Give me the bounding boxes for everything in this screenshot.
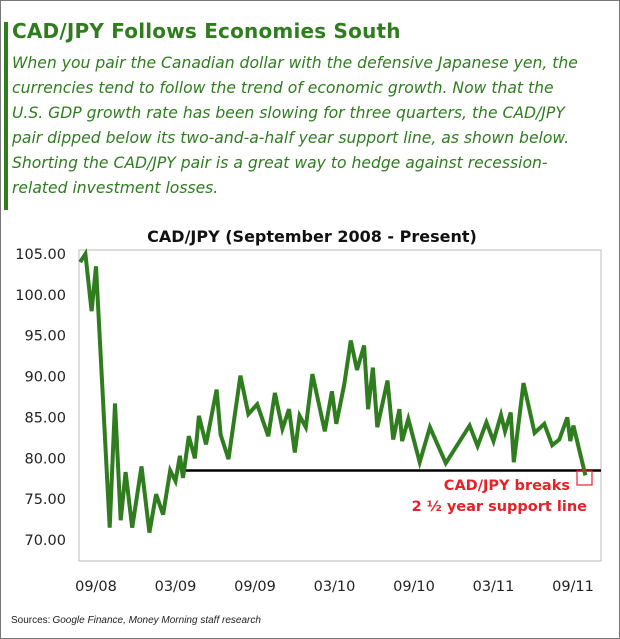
x-tick-label: 09/08 [75, 579, 117, 595]
y-tick-label: 70.00 [24, 533, 66, 549]
plot-frame [78, 249, 602, 562]
y-tick-label: 95.00 [24, 329, 66, 345]
sources-text: Google Finance, Money Morning staff rese… [52, 615, 261, 626]
y-tick-label: 100.00 [15, 288, 66, 304]
y-tick-label: 90.00 [24, 370, 66, 386]
body-line: currencies tend to follow the trend of e… [12, 79, 554, 97]
body-line: When you pair the Canadian dollar with t… [12, 54, 578, 72]
breakdown-highlight-box [576, 470, 593, 486]
x-tick-label: 03/10 [314, 579, 356, 595]
headline: CAD/JPY Follows Economies South [12, 19, 401, 43]
body-line: Shorting the CAD/JPY pair is a great way… [12, 154, 548, 172]
body-line: related investment losses. [12, 179, 219, 197]
accent-bar [4, 22, 8, 210]
x-tick-label: 03/09 [155, 579, 197, 595]
chart-title: CAD/JPY (September 2008 - Present) [147, 227, 477, 246]
y-tick-label: 75.00 [24, 492, 66, 508]
x-tick-label: 09/11 [552, 579, 594, 595]
y-tick-label: 105.00 [15, 247, 66, 263]
x-tick-label: 09/09 [234, 579, 276, 595]
x-tick-label: 03/11 [473, 579, 515, 595]
sources-note: Sources: Google Finance, Money Morning st… [11, 615, 261, 626]
body-line: pair dipped below its two-and-a-half yea… [12, 129, 570, 147]
body-line: U.S. GDP growth rate has been slowing fo… [12, 104, 565, 122]
x-tick-label: 09/10 [393, 579, 435, 595]
sources-label: Sources: [11, 615, 50, 626]
y-tick-label: 85.00 [24, 410, 66, 426]
y-tick-label: 80.00 [24, 451, 66, 467]
body-text: When you pair the Canadian dollar with t… [12, 51, 578, 201]
annotation-line-2: 2 ½ year support line [412, 499, 588, 515]
series-line-cad-jpy [78, 248, 588, 533]
annotation-line-1: CAD/JPY breaks [444, 478, 570, 494]
